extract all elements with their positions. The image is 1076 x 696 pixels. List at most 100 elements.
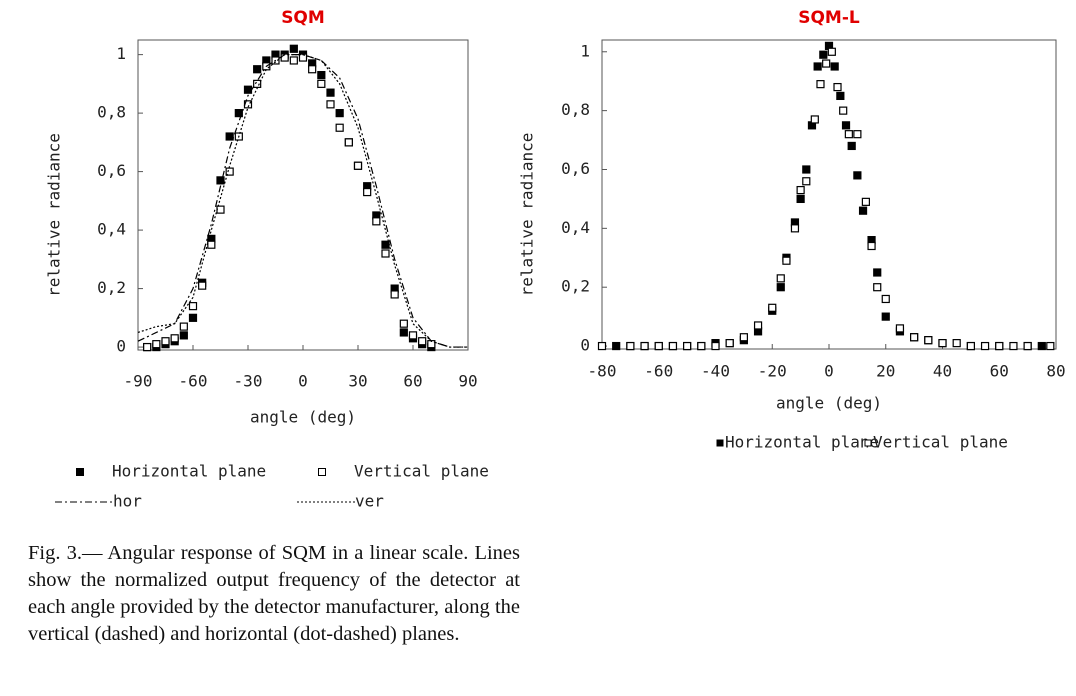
data-point (225, 167, 234, 176)
y-tick-label: 0,6 (561, 159, 590, 178)
data-point (207, 240, 216, 249)
x-tick-label: -30 (234, 372, 263, 391)
data-point (844, 130, 853, 139)
data-point (725, 339, 734, 348)
data-point (810, 115, 819, 124)
data-point (170, 334, 179, 343)
data-point (739, 333, 748, 342)
data-point (839, 106, 848, 115)
data-point (830, 62, 839, 71)
data-point (873, 268, 882, 277)
data-point (881, 294, 890, 304)
x-tick-label: -20 (758, 362, 787, 381)
data-point (995, 341, 1004, 351)
data-point (188, 302, 198, 311)
x-tick-label: 80 (1046, 362, 1065, 381)
data-point (216, 176, 225, 185)
data-point (326, 100, 335, 109)
x-tick-label: 30 (348, 372, 367, 391)
data-point (895, 324, 905, 333)
data-point (861, 197, 870, 206)
data-point (335, 123, 344, 132)
data-point (326, 88, 335, 97)
data-point (335, 109, 344, 118)
y-tick-label: 0,2 (561, 277, 590, 296)
x-tick-label: -60 (179, 372, 208, 391)
data-point (833, 82, 842, 92)
x-axis-label: angle (deg) (776, 394, 882, 413)
data-point (152, 340, 161, 349)
data-point (867, 241, 876, 251)
legend-marker (864, 439, 872, 447)
data-point (819, 50, 828, 59)
data-point (353, 161, 363, 170)
y-tick-label: 1 (116, 44, 126, 63)
data-point (654, 341, 663, 351)
legend-label: Vertical plane (354, 462, 489, 481)
data-point (827, 47, 836, 56)
data-point (847, 141, 856, 151)
y-tick-label: 1 (580, 41, 590, 60)
curve (137, 54, 468, 348)
data-point (234, 109, 243, 118)
x-tick-label: -80 (588, 362, 617, 381)
data-point (418, 337, 427, 346)
data-point (768, 303, 777, 312)
data-point (289, 56, 298, 65)
y-tick-label: 0,8 (561, 100, 590, 119)
chart-title: SQM (281, 8, 325, 28)
data-point (381, 240, 390, 249)
data-point (873, 283, 882, 292)
x-tick-label: 90 (458, 372, 477, 391)
data-point (216, 205, 225, 214)
data-point (179, 331, 188, 340)
data-point (776, 274, 785, 283)
data-point (881, 312, 890, 321)
data-point (802, 177, 811, 186)
data-point (858, 206, 868, 215)
data-point (161, 337, 170, 346)
x-tick-label: 40 (933, 362, 952, 381)
data-point (1046, 341, 1055, 351)
plot-frame (601, 39, 1057, 350)
data-point (841, 121, 851, 130)
data-point (640, 341, 649, 351)
data-point (853, 130, 862, 139)
y-tick-label: 0,6 (97, 161, 126, 180)
data-point (910, 333, 919, 342)
data-point (390, 290, 399, 299)
data-point (980, 341, 990, 351)
data-point (813, 62, 822, 71)
data-point (1009, 341, 1018, 351)
y-tick-label: 0,4 (561, 218, 590, 237)
x-axis-label: angle (deg) (250, 408, 356, 427)
legend-label: Horizontal plane (725, 433, 879, 452)
data-point (796, 185, 805, 195)
y-axis-label: relative radiance (518, 133, 537, 297)
data-point (683, 341, 692, 351)
caption: Fig. 3.— Angular response of SQM in a li… (28, 542, 520, 645)
x-tick-label: -90 (124, 372, 153, 391)
data-point (408, 331, 418, 340)
data-point (317, 70, 326, 80)
data-point (179, 322, 188, 331)
data-point (1037, 341, 1046, 351)
x-tick-label: 0 (298, 372, 308, 391)
legend-label: Horizontal plane (112, 462, 266, 481)
data-point (816, 80, 825, 89)
data-point (711, 341, 720, 351)
data-point (938, 339, 947, 348)
data-point (399, 328, 408, 337)
data-point (612, 341, 621, 351)
data-point (289, 44, 298, 53)
data-point (597, 341, 607, 351)
data-point (363, 187, 372, 197)
data-point (143, 342, 152, 352)
x-tick-label: -60 (644, 362, 673, 381)
data-point (626, 341, 635, 351)
data-point (317, 79, 326, 88)
data-point (966, 341, 975, 351)
y-tick-label: 0 (116, 337, 126, 356)
x-tick-label: 60 (403, 372, 422, 391)
curve (137, 54, 468, 348)
